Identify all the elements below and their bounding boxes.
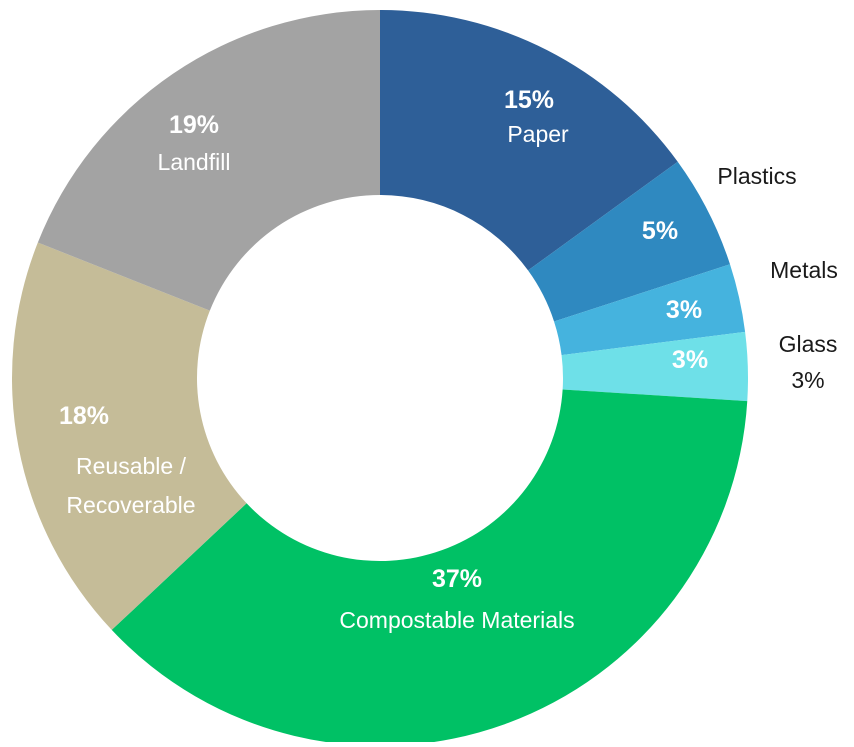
slice-name-label: Metals	[770, 257, 838, 283]
slice-name-label: Landfill	[158, 149, 231, 175]
slice-compostable-materials	[111, 389, 748, 746]
slice-pct-label: 3%	[672, 346, 708, 374]
slice-name-label: Reusable /	[76, 453, 187, 479]
slice-name-label: Glass	[779, 331, 838, 357]
slice-name-label: Compostable Materials	[339, 607, 574, 633]
slice-metals	[554, 264, 746, 356]
slice-name-label: Recoverable	[66, 492, 195, 518]
slice-pct-label: 5%	[642, 217, 678, 245]
slice-landfill	[37, 10, 380, 311]
slice-pct-label: 3%	[666, 296, 702, 324]
slice-name-label: Plastics	[717, 163, 796, 189]
slice-name-label: Paper	[507, 121, 569, 147]
slice-pct-label: 18%	[59, 402, 109, 430]
slice-outside-pct-label: 3%	[791, 367, 824, 393]
slice-glass	[561, 331, 748, 402]
slice-pct-label: 37%	[432, 565, 482, 593]
slice-reusable-recoverable	[12, 242, 247, 630]
slice-paper	[380, 10, 678, 271]
slice-pct-label: 19%	[169, 111, 219, 139]
slice-pct-label: 15%	[504, 86, 554, 114]
slice-plastics	[528, 161, 730, 322]
labels-layer: 15% Paper 5% Plastics 3% Metals 3% Glass 3% 37% Co…	[59, 86, 838, 633]
slices-layer	[12, 10, 748, 746]
